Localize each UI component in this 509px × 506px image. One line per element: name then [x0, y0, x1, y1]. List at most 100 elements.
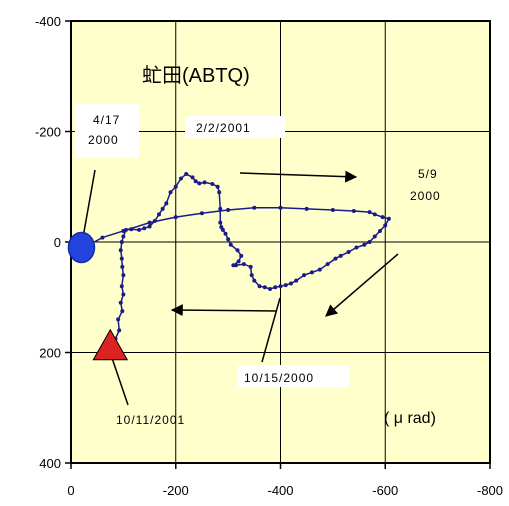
series-line — [83, 173, 391, 356]
data-point — [346, 249, 351, 254]
annotation-box-10-15-2000 — [238, 365, 350, 387]
x-tick-label: 0 — [67, 483, 74, 498]
data-point — [309, 270, 314, 275]
data-point — [147, 220, 152, 225]
data-point — [129, 227, 134, 232]
data-point — [119, 284, 124, 289]
data-point — [100, 235, 105, 240]
x-tick-label: -600 — [372, 483, 398, 498]
direction-arrow-right — [239, 170, 358, 183]
data-point — [118, 248, 123, 253]
data-point — [218, 220, 223, 225]
start-marker — [67, 231, 96, 264]
data-point — [123, 227, 128, 232]
direction-arrow-down-left — [325, 253, 399, 317]
start-label-box — [75, 104, 139, 158]
x-tick-label: -800 — [477, 483, 503, 498]
data-point — [121, 292, 126, 297]
data-point — [120, 309, 125, 314]
data-point — [367, 240, 372, 244]
data-point — [168, 190, 173, 195]
unit-label: ( μ rad) — [384, 410, 436, 427]
data-point — [288, 281, 293, 286]
data-point — [248, 264, 253, 269]
data-point — [257, 284, 262, 289]
data-point — [278, 284, 283, 289]
annotation-2-2-2001: 2/2/2001 — [196, 121, 251, 135]
data-point — [116, 317, 121, 322]
data-point — [119, 240, 124, 244]
data-point — [372, 212, 377, 217]
data-point — [121, 234, 126, 239]
end-marker — [92, 328, 129, 361]
annotation-10-11-2001: 10/11/2001 — [116, 413, 185, 427]
x-tick-labels: 0 -200 -400 -600 -800 — [67, 463, 503, 498]
data-point — [120, 264, 125, 269]
data-point — [173, 184, 178, 189]
data-point — [354, 245, 359, 250]
leader-10-15-2000 — [261, 297, 281, 363]
data-point — [218, 206, 223, 211]
annotation-10-15-2000: 10/15/2000 — [244, 371, 314, 385]
x-tick-label: -400 — [267, 483, 293, 498]
data-point — [304, 206, 309, 211]
data-point — [241, 262, 246, 267]
data-point — [228, 242, 233, 247]
data-point — [378, 228, 383, 233]
y-tick-label: -400 — [35, 14, 61, 29]
data-point — [235, 248, 240, 253]
data-point — [252, 205, 257, 210]
data-point — [262, 285, 267, 290]
data-point — [273, 285, 278, 290]
data-point — [197, 181, 202, 186]
annotation-box-2-2-2001 — [185, 116, 285, 138]
data-point — [278, 205, 283, 210]
data-point — [156, 212, 161, 217]
data-point — [333, 256, 338, 261]
y-tick-label: 200 — [39, 346, 61, 361]
data-point — [152, 219, 157, 224]
data-point — [199, 211, 204, 216]
y-tick-labels: -400 -200 0 200 400 — [35, 14, 71, 471]
data-point — [317, 267, 322, 272]
annotation-5-9-year: 2000 — [410, 189, 441, 203]
data-point — [268, 286, 273, 291]
data-point — [386, 216, 391, 221]
data-point — [330, 207, 335, 212]
data-point — [223, 231, 228, 236]
data-point — [362, 242, 367, 247]
direction-arrow-left — [170, 304, 277, 317]
data-point — [351, 209, 356, 214]
y-tick-label: -200 — [35, 125, 61, 140]
data-point — [119, 256, 124, 261]
data-point — [147, 224, 152, 229]
x-tick-label: -200 — [163, 483, 189, 498]
data-point — [173, 215, 178, 220]
data-point — [252, 278, 257, 283]
data-point — [219, 225, 224, 230]
grid-lines — [71, 21, 490, 463]
data-point — [380, 215, 385, 220]
data-point — [239, 253, 244, 258]
data-point — [142, 226, 147, 231]
data-point — [294, 278, 299, 283]
data-point — [164, 201, 169, 206]
data-point — [367, 210, 372, 215]
data-point — [190, 175, 195, 180]
data-point — [231, 263, 236, 268]
data-point — [184, 172, 189, 177]
start-label-line2: 2000 — [88, 133, 119, 147]
y-tick-label: 400 — [39, 456, 61, 471]
data-point — [325, 262, 330, 267]
data-point — [210, 181, 215, 186]
data-point — [372, 234, 377, 239]
start-label-line1: 4/17 — [93, 113, 120, 127]
data-point — [249, 273, 254, 278]
data-point — [338, 253, 343, 258]
data-point — [160, 206, 165, 211]
leader-start-label — [81, 169, 96, 244]
data-point — [215, 184, 220, 189]
data-point — [226, 207, 231, 212]
data-point — [202, 180, 207, 185]
